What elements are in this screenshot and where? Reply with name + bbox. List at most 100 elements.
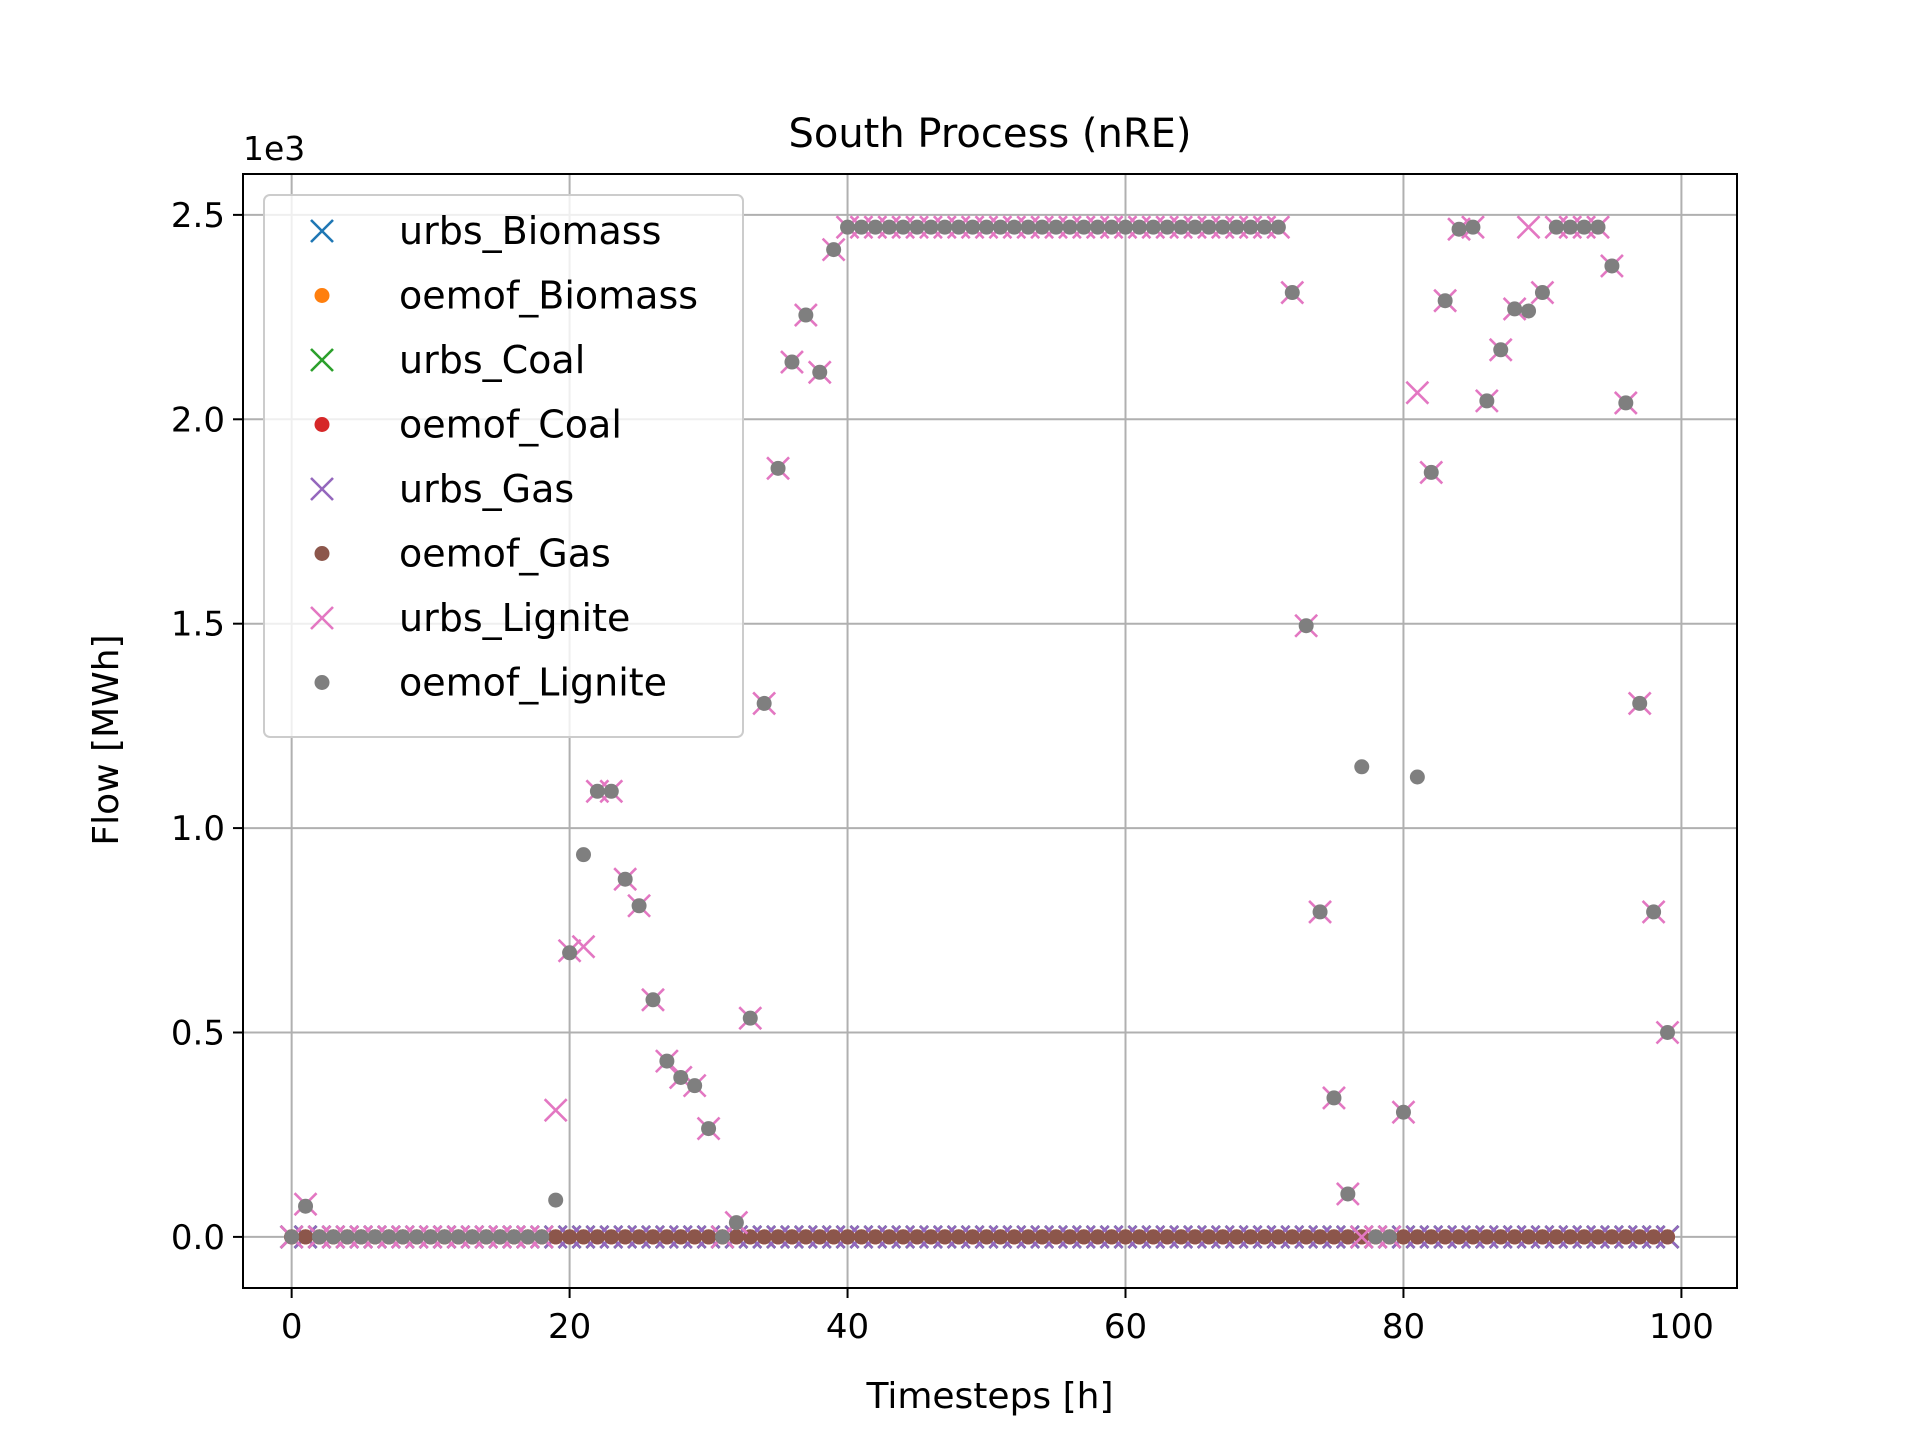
data-point-oemof_Gas <box>617 1229 633 1245</box>
x-tick-label: 20 <box>548 1307 591 1347</box>
data-point-oemof_Lignite <box>770 460 786 476</box>
data-point-oemof_Lignite <box>1534 285 1550 301</box>
data-point-oemof_Lignite <box>1521 303 1537 319</box>
legend: urbs_Biomass oemof_Biomass urbs_Coal oemof_… <box>263 194 744 738</box>
data-point-urbs_Lignite <box>543 1098 568 1123</box>
legend-label: oemof_Lignite <box>399 661 667 705</box>
y-tick-label: 1.0 <box>171 809 225 849</box>
data-point-oemof_Lignite <box>979 219 995 235</box>
data-point-oemof_Gas <box>937 1229 953 1245</box>
data-point-oemof_Lignite <box>673 1069 689 1085</box>
data-point-oemof_Gas <box>951 1229 967 1245</box>
data-point-oemof_Lignite <box>1104 219 1120 235</box>
axis-ticks: 0 20 40 60 80 100 0.0 0.5 1.0 1.5 2.0 2.5 <box>171 196 1714 1347</box>
data-point-oemof_Lignite <box>992 219 1008 235</box>
data-point-oemof_Gas <box>881 1229 897 1245</box>
data-point-oemof_Lignite <box>1590 219 1606 235</box>
data-point-oemof_Lignite <box>548 1192 564 1208</box>
data-point-oemof_Lignite <box>659 1053 675 1069</box>
data-point-oemof_Lignite <box>1409 769 1425 785</box>
data-point-oemof_Gas <box>1006 1229 1022 1245</box>
data-point-oemof_Lignite <box>1201 219 1217 235</box>
data-point-oemof_Lignite <box>1507 301 1523 317</box>
legend-label: oemof_Coal <box>399 403 622 447</box>
y-tick-label: 0.5 <box>171 1013 225 1053</box>
legend-label: oemof_Biomass <box>399 274 698 318</box>
data-point-oemof_Gas <box>589 1229 605 1245</box>
data-point-oemof_Lignite <box>895 219 911 235</box>
data-point-oemof_Gas <box>298 1229 314 1245</box>
data-point-oemof_Gas <box>1312 1229 1328 1245</box>
data-point-oemof_Gas <box>1326 1229 1342 1245</box>
data-point-oemof_Lignite <box>645 992 661 1008</box>
data-point-oemof_Lignite <box>1632 695 1648 711</box>
data-point-oemof_Gas <box>1534 1229 1550 1245</box>
data-point-oemof_Lignite <box>1159 219 1175 235</box>
legend-label: urbs_Lignite <box>399 596 630 640</box>
data-point-oemof_Gas <box>895 1229 911 1245</box>
legend-label: urbs_Biomass <box>399 209 661 253</box>
data-point-oemof_Lignite <box>1298 618 1314 634</box>
data-point-oemof_Lignite <box>742 1010 758 1026</box>
data-point-oemof_Lignite <box>1076 219 1092 235</box>
data-point-oemof_Lignite <box>1256 219 1272 235</box>
data-point-oemof_Gas <box>687 1229 703 1245</box>
data-point-oemof_Gas <box>1284 1229 1300 1245</box>
chart-title: South Process (nRE) <box>788 111 1191 157</box>
data-point-oemof_Lignite <box>589 783 605 799</box>
data-point-oemof_Gas <box>1173 1229 1189 1245</box>
data-point-oemof_Gas <box>1409 1229 1425 1245</box>
data-point-oemof_Lignite <box>1118 219 1134 235</box>
data-point-oemof_Lignite <box>1548 219 1564 235</box>
legend-box <box>263 194 744 738</box>
data-point-oemof_Lignite <box>534 1229 550 1245</box>
data-point-oemof_Lignite <box>1229 219 1245 235</box>
data-point-oemof_Gas <box>1618 1229 1634 1245</box>
data-point-oemof_Gas <box>1632 1229 1648 1245</box>
plot-area-frame <box>242 173 1738 1289</box>
data-point-oemof_Lignite <box>1354 759 1370 775</box>
data-point-oemof_Gas <box>1229 1229 1245 1245</box>
data-point-oemof_Lignite <box>1131 219 1147 235</box>
data-point-oemof_Lignite <box>1270 219 1286 235</box>
data-point-oemof_Lignite <box>1326 1090 1342 1106</box>
data-point-oemof_Lignite <box>464 1229 480 1245</box>
data-point-oemof_Lignite <box>1660 1024 1676 1040</box>
data-point-oemof_Gas <box>548 1229 564 1245</box>
data-point-oemof_Lignite <box>784 354 800 370</box>
data-point-oemof_Gas <box>1076 1229 1092 1245</box>
data-point-oemof_Lignite <box>1618 395 1634 411</box>
data-point-oemof_Gas <box>562 1229 578 1245</box>
data-point-oemof_Lignite <box>728 1215 744 1231</box>
data-points <box>279 215 1680 1249</box>
data-point-oemof_Gas <box>756 1229 772 1245</box>
data-point-oemof_Gas <box>1187 1229 1203 1245</box>
legend-label: oemof_Gas <box>399 532 611 576</box>
data-point-oemof_Gas <box>1215 1229 1231 1245</box>
data-point-oemof_Gas <box>1576 1229 1592 1245</box>
data-point-oemof_Lignite <box>881 219 897 235</box>
legend-marker-oemof_Coal <box>314 417 330 432</box>
data-point-oemof_Lignite <box>714 1229 730 1245</box>
data-point-oemof_Gas <box>840 1229 856 1245</box>
data-point-oemof_Lignite <box>1451 221 1467 237</box>
data-point-oemof_Lignite <box>409 1229 425 1245</box>
data-point-oemof_Lignite <box>1576 219 1592 235</box>
data-point-oemof_Lignite <box>1090 219 1106 235</box>
data-point-oemof_Lignite <box>937 219 953 235</box>
data-point-oemof_Gas <box>645 1229 661 1245</box>
data-point-oemof_Lignite <box>520 1229 536 1245</box>
x-tick-label: 0 <box>281 1307 303 1347</box>
data-point-oemof_Gas <box>1020 1229 1036 1245</box>
data-point-oemof_Gas <box>1465 1229 1481 1245</box>
data-point-oemof_Lignite <box>631 898 647 914</box>
data-point-oemof_Lignite <box>1145 219 1161 235</box>
data-point-oemof_Lignite <box>853 219 869 235</box>
data-point-oemof_Gas <box>770 1229 786 1245</box>
y-tick-label: 2.0 <box>171 400 225 440</box>
data-point-oemof_Gas <box>798 1229 814 1245</box>
data-point-oemof_Gas <box>1104 1229 1120 1245</box>
data-point-oemof_Lignite <box>1020 219 1036 235</box>
data-point-oemof_Lignite <box>1173 219 1189 235</box>
